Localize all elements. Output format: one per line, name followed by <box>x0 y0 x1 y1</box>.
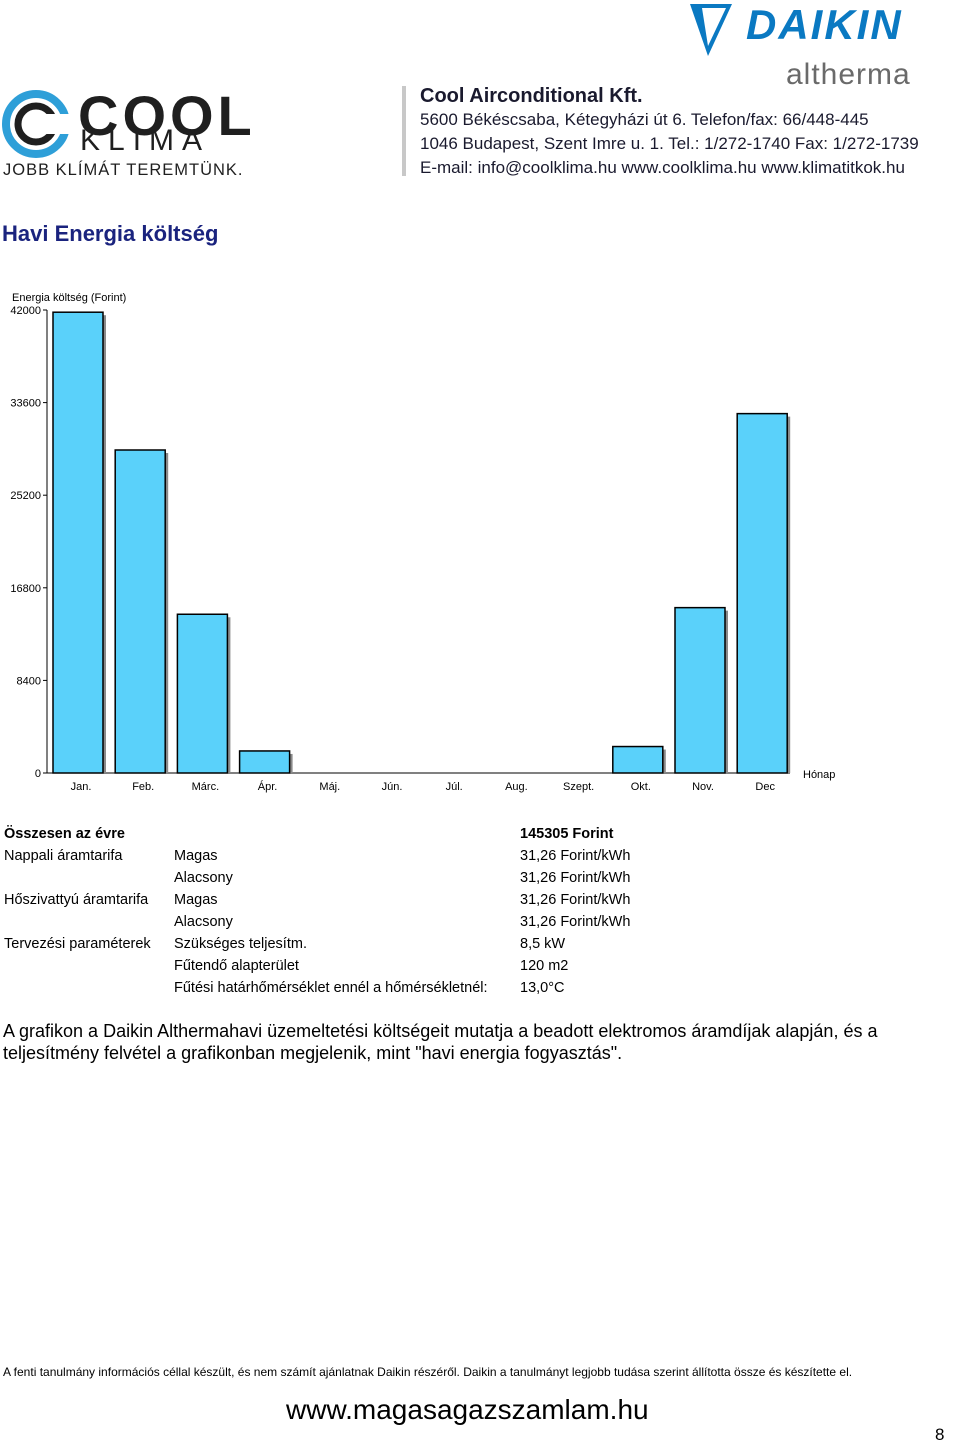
summary-cell-c3: 13,0°C <box>520 980 565 996</box>
bar <box>114 449 166 774</box>
altherma-product: altherma <box>786 58 911 91</box>
x-tick-label: Szept. <box>563 781 594 793</box>
summary-cell-c3: 31,26 Forint/kWh <box>520 892 631 908</box>
logo-sub: KLIMA <box>80 124 211 157</box>
x-tick-label: Okt. <box>631 781 651 793</box>
summary-cell-c2: Fűtési határhőmérséklet ennél a hőmérsék… <box>174 980 488 996</box>
bar <box>612 745 664 774</box>
x-tick-label: Márc. <box>192 781 220 793</box>
y-tick-label: 16800 <box>10 583 41 595</box>
description-text: A grafikon a Daikin Althermahavi üzemelt… <box>3 1021 878 1063</box>
cool-klima-emblem-icon <box>2 90 72 158</box>
bar <box>52 311 104 774</box>
daikin-brand: DAIKIN <box>746 1 903 48</box>
total-label: Összesen az évre <box>4 826 125 842</box>
energy-cost-chart: Energia költség (Forint) 0 8400 16800 25200 3… <box>10 292 835 793</box>
x-tick-label: Dec <box>755 781 775 793</box>
total-value: 145305 Forint <box>520 826 614 842</box>
x-tick-label: Feb. <box>132 781 154 793</box>
bar <box>176 613 229 774</box>
website-link[interactable]: www.magasagazszamlam.hu <box>286 1394 649 1425</box>
header-divider <box>402 86 406 176</box>
daikin-emblem-icon <box>690 4 732 56</box>
logo-tagline: JOBB KLÍMÁT TEREMTÜNK. <box>3 161 244 179</box>
disclaimer-text: A fenti tanulmány információs céllal kés… <box>3 1365 853 1379</box>
company-name: Cool Airconditional Kft. <box>420 85 643 107</box>
summary-cell-c2: Magas <box>174 892 218 908</box>
x-tick-label: Ápr. <box>258 780 278 793</box>
summary-cell-c3: 31,26 Forint/kWh <box>520 870 631 886</box>
y-tick-label: 33600 <box>10 398 41 410</box>
y-tick-label: 25200 <box>10 490 41 502</box>
summary-cell-c2: Alacsony <box>174 870 233 886</box>
summary-cell-c3: 120 m2 <box>520 958 569 974</box>
cool-klima-logo <box>0 82 270 182</box>
x-tick-label: Nov. <box>692 781 714 793</box>
summary-cell-c2: Alacsony <box>174 914 233 930</box>
page-number: 8 <box>935 1425 945 1444</box>
x-tick-label: Jún. <box>382 781 403 793</box>
company-address-1: 5600 Békéscsaba, Kétegyházi út 6. Telefo… <box>420 110 869 129</box>
summary-cell-c2: Szükséges teljesítm. <box>174 936 307 952</box>
company-contact: E-mail: info@coolklima.hu www.coolklima.… <box>420 158 905 177</box>
summary-cell-c1: Hőszivattyú áramtarifa <box>4 892 149 908</box>
y-tick-label: 42000 <box>10 305 41 317</box>
summary-cell-c3: 31,26 Forint/kWh <box>520 914 631 930</box>
page-title: Havi Energia költség <box>2 221 219 246</box>
bar <box>736 412 788 774</box>
company-address-2: 1046 Budapest, Szent Imre u. 1. Tel.: 1/… <box>420 134 919 153</box>
summary-cell-c1: Nappali áramtarifa <box>4 848 123 864</box>
y-axis-label: Energia költség (Forint) <box>12 292 126 304</box>
summary-cell-c2: Magas <box>174 848 218 864</box>
x-tick-label: Jan. <box>71 781 92 793</box>
bar <box>238 750 291 774</box>
x-tick-label: Máj. <box>319 781 340 793</box>
x-tick-label: Aug. <box>505 781 528 793</box>
y-tick-label: 8400 <box>17 675 41 687</box>
summary-cell-c3: 8,5 kW <box>520 936 566 952</box>
summary-cell-c2: Fűtendő alapterület <box>174 958 299 974</box>
y-tick-label: 0 <box>35 768 41 780</box>
bar <box>674 606 726 774</box>
logo-brand: COOL <box>78 84 256 147</box>
x-axis-label: Hónap <box>803 769 835 781</box>
summary-cell-c3: 31,26 Forint/kWh <box>520 848 631 864</box>
company-info: Cool Airconditional Kft. 5600 Békéscsaba… <box>420 84 919 180</box>
summary-cell-c1: Tervezési paraméterek <box>4 936 151 952</box>
x-tick-label: Júl. <box>446 781 463 793</box>
